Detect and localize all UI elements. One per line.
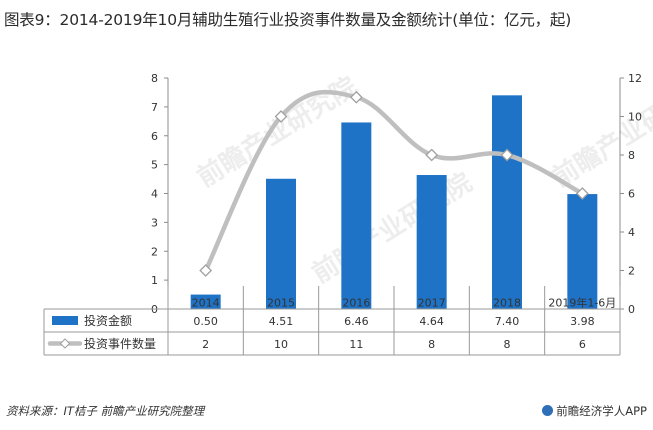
y-left-tick-label: 8 (151, 72, 158, 85)
bar-2016 (341, 122, 372, 309)
data-label-events: 8 (428, 338, 435, 351)
y-left-tick-label: 4 (151, 188, 158, 201)
x-tick-label: 2014 (192, 297, 220, 310)
data-label-amount: 4.51 (269, 315, 294, 328)
data-label-amount: 7.40 (495, 315, 520, 328)
data-label-events: 11 (349, 338, 363, 351)
brand-logo-icon (542, 405, 554, 416)
data-label-events: 6 (579, 338, 586, 351)
x-tick-label: 2015 (267, 297, 295, 310)
data-label-amount: 3.98 (570, 315, 595, 328)
source-note: 资料来源：IT桔子 前瞻产业研究院整理 (6, 404, 205, 418)
y-right-tick-label: 8 (628, 149, 635, 162)
legend-key-marker (59, 338, 71, 349)
data-label-amount: 4.64 (419, 315, 444, 328)
data-label-amount: 0.50 (193, 315, 218, 328)
bar-2015 (266, 178, 296, 309)
bar-2014 (190, 294, 221, 309)
legend-label-events: 投资事件数量 (84, 336, 156, 351)
legend-key-bar (52, 316, 78, 325)
data-label-events: 10 (274, 338, 288, 351)
line-point-2018 (500, 148, 514, 162)
line-point-2014 (199, 264, 213, 277)
data-label-amount: 6.46 (344, 315, 369, 328)
line-point-2019年1-6月 (575, 187, 589, 200)
y-right-tick-label: 6 (628, 188, 635, 201)
line-series-events (203, 89, 585, 273)
y-left-tick-label: 1 (151, 274, 158, 287)
y-right-tick-label: 12 (628, 72, 642, 85)
y-left-tick-label: 2 (151, 245, 158, 258)
y-left-tick-label: 3 (151, 216, 158, 229)
y-left-tick-label: 6 (151, 130, 158, 143)
chart-title: 图表9：2014-2019年10月辅助生殖行业投资事件数量及金额统计(单位：亿元… (4, 11, 572, 29)
y-left-tick-label: 7 (151, 101, 158, 114)
x-tick-label: 2016 (342, 297, 370, 310)
bar-2019年1-6月 (567, 194, 598, 309)
x-tick-label: 2017 (418, 297, 446, 310)
bar-2017 (416, 175, 447, 309)
line-point-2016 (349, 90, 363, 104)
y-right-tick-label: 2 (628, 265, 635, 278)
data-label-events: 2 (202, 338, 209, 351)
brand-label: 前瞻经济学人APP (542, 403, 647, 419)
x-tick-label: 2018 (493, 297, 521, 310)
line-point-2015 (274, 110, 288, 123)
y-right-tick-label: 10 (628, 111, 642, 124)
y-left-tick-label: 5 (151, 159, 158, 172)
brand-text: 前瞻经济学人APP (556, 404, 647, 418)
line-point-2017 (425, 148, 439, 162)
bar-2018 (492, 95, 522, 309)
data-label-events: 8 (504, 338, 511, 351)
legend-label-amount: 投资金额 (84, 313, 132, 328)
x-tick-label: 2019年1-6月 (548, 296, 616, 310)
y-right-tick-label: 4 (628, 226, 635, 239)
y-right-tick-label: 0 (628, 303, 635, 316)
